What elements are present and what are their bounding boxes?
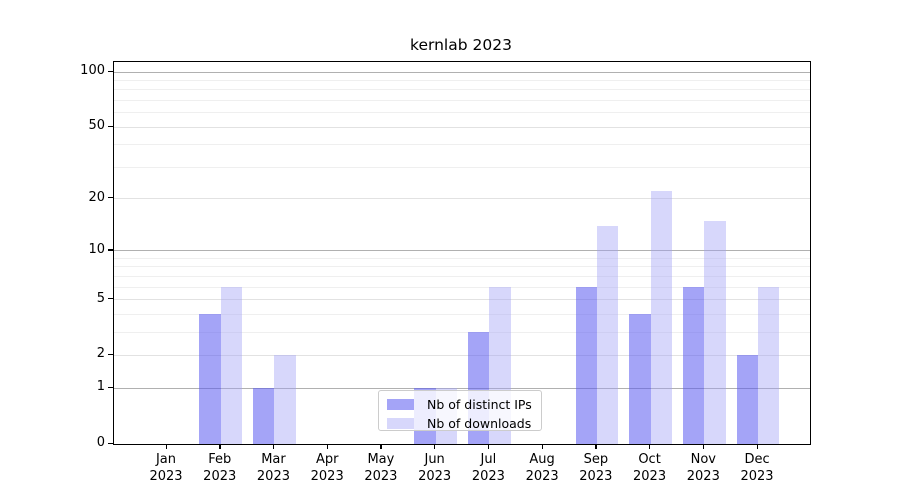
y-tick-label-50: 50 bbox=[88, 118, 105, 134]
x-tick-label-jan: Jan 2023 bbox=[149, 452, 183, 484]
x-tick-mark-oct bbox=[649, 444, 651, 449]
bar-distinct-ips-feb bbox=[199, 314, 221, 444]
x-tick-mark-mar bbox=[272, 444, 275, 449]
y-tick-label-2: 2 bbox=[96, 346, 105, 362]
chart-title: kernlab 2023 bbox=[410, 36, 512, 54]
y-tick-label-1: 1 bbox=[96, 379, 105, 395]
gridline-7 bbox=[114, 275, 810, 277]
gridline-5 bbox=[114, 299, 810, 301]
bar-downloads-sep bbox=[596, 225, 619, 444]
x-tick-label-nov: Nov 2023 bbox=[686, 452, 720, 484]
bar-distinct-ips-dec bbox=[736, 355, 759, 444]
gridline-50 bbox=[114, 126, 810, 128]
gridline-6 bbox=[114, 286, 810, 288]
y-tick-mark-2 bbox=[108, 353, 113, 356]
y-tick-mark-100 bbox=[108, 70, 113, 72]
legend-label-downloads: Nb of downloads bbox=[427, 415, 532, 431]
y-tick-mark-1 bbox=[108, 386, 113, 388]
x-tick-label-feb: Feb 2023 bbox=[203, 452, 237, 484]
x-tick-label-jun: Jun 2023 bbox=[418, 452, 452, 484]
bar-downloads-feb bbox=[220, 287, 243, 444]
x-tick-mark-nov bbox=[702, 444, 705, 449]
x-tick-mark-apr bbox=[326, 444, 328, 449]
legend-entry-distinct-ips: Nb of distinct IPs bbox=[387, 396, 533, 412]
gridline-80 bbox=[114, 89, 810, 91]
gridline-100 bbox=[114, 71, 810, 73]
legend-entry-downloads: Nb of downloads bbox=[387, 415, 533, 431]
x-tick-mark-aug bbox=[541, 444, 543, 449]
x-tick-label-dec: Dec 2023 bbox=[740, 452, 774, 484]
y-tick-label-0: 0 bbox=[96, 435, 105, 450]
bar-distinct-ips-mar bbox=[253, 388, 275, 444]
x-tick-label-jul: Jul 2023 bbox=[471, 452, 505, 484]
x-tick-label-aug: Aug 2023 bbox=[525, 452, 559, 484]
bar-downloads-mar bbox=[274, 355, 296, 444]
y-tick-mark-10 bbox=[108, 249, 113, 251]
bar-downloads-nov bbox=[704, 220, 726, 444]
x-tick-mark-jul bbox=[487, 444, 490, 449]
x-tick-mark-jan bbox=[165, 444, 167, 449]
gridline-10 bbox=[114, 250, 810, 252]
gridline-1 bbox=[114, 387, 810, 389]
legend-swatch-distinct-ips-icon bbox=[387, 398, 414, 410]
gridline-2 bbox=[114, 354, 810, 356]
gridline-60 bbox=[114, 112, 810, 114]
y-tick-label-10: 10 bbox=[88, 241, 105, 257]
x-tick-mark-jun bbox=[434, 444, 436, 449]
gridline-40 bbox=[114, 144, 810, 146]
x-tick-label-oct: Oct 2023 bbox=[633, 452, 667, 484]
y-tick-mark-0 bbox=[108, 442, 113, 444]
gridline-3 bbox=[114, 331, 810, 333]
gridline-4 bbox=[114, 313, 810, 315]
gridline-30 bbox=[114, 166, 810, 168]
y-tick-label-5: 5 bbox=[96, 290, 105, 306]
x-tick-label-mar: Mar 2023 bbox=[256, 452, 290, 484]
x-tick-mark-feb bbox=[219, 444, 221, 449]
bar-downloads-dec bbox=[758, 287, 780, 444]
x-tick-label-may: May 2023 bbox=[364, 452, 398, 484]
y-tick-mark-20 bbox=[108, 197, 113, 199]
bar-distinct-ips-oct bbox=[629, 314, 651, 444]
gridline-8 bbox=[114, 266, 810, 268]
bar-distinct-ips-sep bbox=[575, 287, 597, 444]
plot-area: Nb of distinct IPs Nb of downloads bbox=[113, 61, 811, 445]
gridline-20 bbox=[114, 198, 810, 200]
x-tick-mark-may bbox=[380, 444, 382, 449]
bar-distinct-ips-nov bbox=[683, 287, 705, 444]
x-tick-label-apr: Apr 2023 bbox=[310, 452, 344, 484]
bar-downloads-oct bbox=[650, 191, 672, 444]
legend-label-distinct-ips: Nb of distinct IPs bbox=[427, 396, 532, 412]
x-tick-label-sep: Sep 2023 bbox=[579, 452, 613, 484]
y-tick-label-20: 20 bbox=[88, 189, 105, 205]
x-tick-mark-sep bbox=[595, 444, 597, 449]
legend: Nb of distinct IPs Nb of downloads bbox=[378, 390, 542, 431]
gridline-90 bbox=[114, 79, 810, 81]
y-tick-label-100: 100 bbox=[80, 63, 105, 79]
y-tick-mark-50 bbox=[108, 125, 113, 127]
gridline-70 bbox=[114, 99, 810, 101]
legend-swatch-downloads-icon bbox=[387, 417, 414, 429]
x-tick-mark-dec bbox=[756, 444, 758, 449]
gridline-9 bbox=[114, 257, 810, 259]
y-tick-mark-5 bbox=[108, 298, 113, 300]
